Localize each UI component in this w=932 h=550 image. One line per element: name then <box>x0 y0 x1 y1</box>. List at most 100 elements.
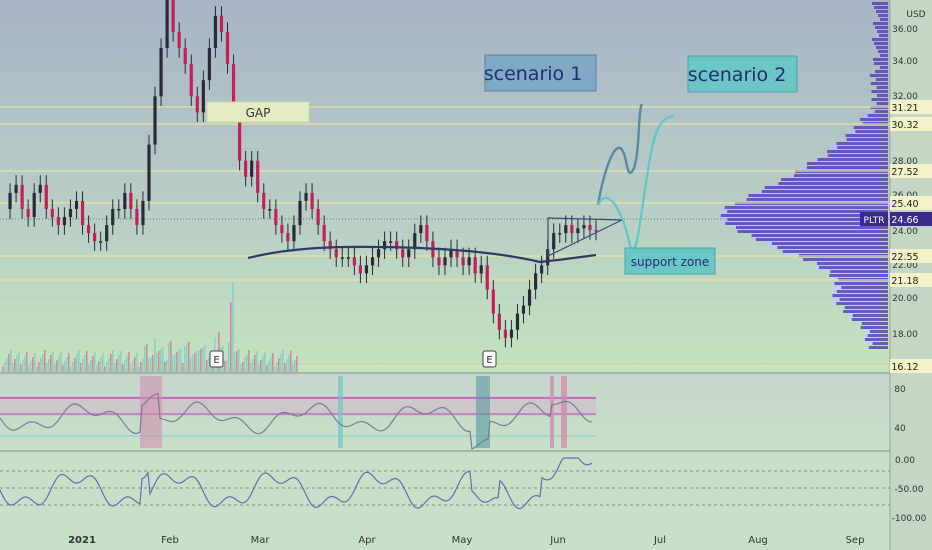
candle-body <box>213 15 218 49</box>
candle-body <box>177 31 181 48</box>
volume-bar <box>92 356 94 372</box>
volume-bar <box>80 363 82 372</box>
volume-profile-bar <box>829 274 888 277</box>
svg-text:21.18: 21.18 <box>891 276 918 287</box>
candle-body <box>564 225 568 234</box>
volume-bar <box>240 364 242 372</box>
volume-profile-bar <box>781 178 888 181</box>
candlestick-series <box>8 0 598 348</box>
candle-body <box>171 0 175 32</box>
volume-bar <box>158 351 160 372</box>
candle-body <box>195 96 199 113</box>
volume-profile-bar <box>875 78 888 81</box>
volume-bar <box>94 352 96 372</box>
volume-bar <box>100 357 102 372</box>
volume-bar <box>202 347 204 372</box>
volume-bar <box>116 359 118 372</box>
candle-body <box>183 48 187 65</box>
price-tick: 34.00 <box>892 57 918 67</box>
volume-bar <box>14 359 16 372</box>
volume-bar <box>110 354 112 372</box>
volume-bar <box>266 365 268 372</box>
rsi-axis[interactable]: 80 40 <box>894 385 906 434</box>
rsi-tick: 80 <box>894 385 906 395</box>
volume-profile-bar <box>836 290 888 293</box>
oscillator-tick: -100.00 <box>892 514 927 524</box>
volume-bar <box>252 359 254 372</box>
volume-profile-bar <box>827 154 888 157</box>
scenario-1-box[interactable] <box>484 54 597 92</box>
volume-bar <box>200 349 202 372</box>
candle-body <box>286 233 290 242</box>
candle-body <box>382 241 387 250</box>
volume-profile-bar <box>802 258 888 261</box>
volume-bar <box>182 363 184 372</box>
volume-bar <box>146 344 148 372</box>
volume-profile-bar <box>830 270 888 273</box>
support-zone-box[interactable] <box>624 247 716 275</box>
candle-body <box>244 160 248 177</box>
price-tick: 18.00 <box>892 330 918 340</box>
candle-body <box>413 233 417 250</box>
volume-profile-bar <box>836 302 888 305</box>
volume-bar <box>134 357 136 372</box>
scenario-2-box[interactable] <box>687 55 798 93</box>
candle-body <box>250 160 254 177</box>
volume-bar <box>90 360 92 372</box>
time-label: Feb <box>161 535 179 546</box>
volume-profile-bar <box>737 230 888 233</box>
candle-body <box>558 233 562 235</box>
volume-bar <box>196 351 198 372</box>
candle-body <box>62 217 67 226</box>
price-tick: 28.00 <box>892 157 918 167</box>
candle-body <box>533 273 538 290</box>
volume-profile-bar <box>871 90 888 93</box>
volume-profile-bar <box>876 102 888 105</box>
rsi-tick: 40 <box>894 424 906 434</box>
candle-body <box>231 64 236 113</box>
price-badge: 25.40 <box>890 196 932 210</box>
volume-bar <box>160 349 162 372</box>
volume-bar <box>32 357 34 372</box>
volume-bar <box>2 366 4 372</box>
volume-profile-bar <box>845 134 888 137</box>
volume-profile-bar <box>874 6 888 9</box>
earnings-marker[interactable]: E <box>482 350 497 368</box>
svg-text:PLTR: PLTR <box>864 216 885 226</box>
price-axis[interactable]: USD 36.00 34.00 32.00 28.00 26.00 24.00 … <box>860 10 932 373</box>
volume-profile-bar <box>872 2 888 5</box>
volume-bar <box>170 341 172 372</box>
oscillator-axis[interactable]: 0.00 -50.00 -100.00 <box>892 456 927 524</box>
oscillator-tick: 0.00 <box>895 456 915 466</box>
volume-bar <box>124 360 126 372</box>
volume-bar <box>224 361 226 372</box>
volume-bar <box>284 363 286 372</box>
volume-bar <box>234 353 236 372</box>
volume-profile-bar <box>735 226 888 229</box>
volume-profile-bar <box>864 338 888 341</box>
volume-profile-bar <box>877 94 888 97</box>
volume-bar <box>106 362 108 372</box>
svg-text:31.21: 31.21 <box>891 103 918 114</box>
volume-profile-bar <box>837 146 888 149</box>
volume-profile-bar <box>872 342 888 345</box>
volume-bar <box>190 357 192 372</box>
candle-body <box>473 257 477 274</box>
time-label: Aug <box>748 535 768 546</box>
volume-bar <box>12 363 14 372</box>
price-badge: 22.55 <box>890 249 932 263</box>
volume-bar <box>258 364 260 372</box>
gap-box[interactable] <box>206 101 310 123</box>
price-badge: 27.52 <box>890 164 932 178</box>
candle-body <box>449 249 453 258</box>
volume-bar <box>62 365 64 372</box>
candle-body <box>44 184 48 209</box>
volume-profile-bar <box>876 10 888 13</box>
volume-bar <box>296 356 298 372</box>
volume-bar <box>18 351 20 372</box>
time-axis[interactable]: 2021 Feb Mar Apr May Jun Jul Aug Sep <box>68 535 864 546</box>
scenario-2-label: scenario 2 <box>688 64 787 86</box>
earnings-marker[interactable]: E <box>209 350 224 368</box>
